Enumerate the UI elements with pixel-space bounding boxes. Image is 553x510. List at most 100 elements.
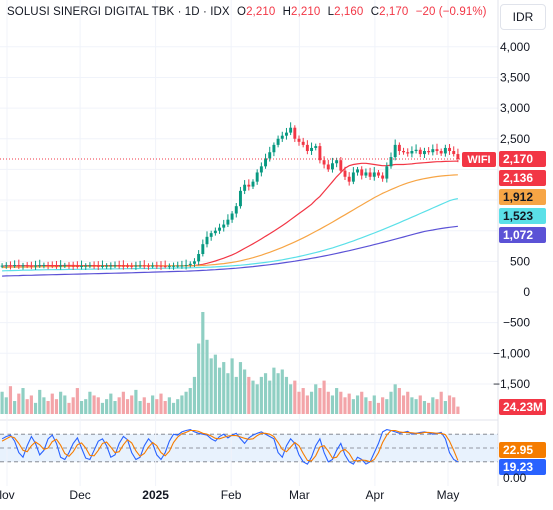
candle-body (251, 181, 255, 187)
volume-bar (4, 397, 8, 414)
volume-bar (284, 376, 289, 414)
candle-body (159, 265, 163, 267)
candle-body (280, 135, 284, 139)
volume-bar (335, 388, 339, 414)
volume-bar (217, 367, 222, 414)
candle-body (247, 184, 251, 187)
volume-bar (92, 395, 96, 414)
volume-bar (46, 401, 50, 414)
volume-bar (243, 369, 247, 414)
candle-body (163, 265, 167, 267)
volume-bar (197, 343, 201, 414)
volume-bar (226, 373, 230, 414)
candle-body (213, 230, 217, 234)
candle-body (347, 176, 351, 182)
volume-bar (167, 397, 171, 414)
time-tick-label: Apr (366, 488, 385, 502)
candle-body (201, 244, 205, 254)
stochastic-d-label: 19.23 (503, 460, 533, 474)
close-label: C (370, 6, 380, 18)
volume-bar (176, 399, 180, 414)
candle-body (176, 265, 180, 267)
candle-body (71, 265, 75, 267)
ma-line (2, 160, 458, 267)
volume-bar (88, 391, 92, 414)
candle-body (130, 265, 134, 267)
candle-body (84, 265, 88, 267)
volume-bar (381, 397, 385, 414)
candle-body (42, 265, 46, 267)
symbol-legend[interactable]: SOLUSI SINERGI DIGITAL TBK · 1D · IDX O2… (7, 6, 487, 18)
ma-value-label-bg (499, 207, 546, 224)
volume-bar (418, 395, 422, 414)
ma-line (2, 225, 458, 277)
candle-body (46, 265, 50, 267)
candle-body (146, 265, 150, 267)
high-label: H (282, 6, 292, 18)
volume-bar (251, 380, 255, 414)
volume-bar (393, 384, 397, 414)
currency-button[interactable]: IDR (500, 4, 546, 30)
volume-bar (247, 376, 251, 414)
volume-bar (205, 339, 209, 414)
volume-bar (209, 358, 213, 414)
volume-bar (259, 376, 263, 414)
candle-body (134, 265, 138, 267)
volume-bar (263, 373, 268, 414)
volume-bar (326, 391, 330, 414)
candle-body (4, 265, 8, 267)
volume-bar (213, 354, 217, 414)
candle-body (92, 265, 96, 267)
volume-bar (355, 395, 360, 414)
ma-value-label-bg (499, 226, 546, 243)
volume-bar (21, 388, 25, 414)
volume-bar (100, 402, 105, 414)
price-tick-label: 3,000 (500, 101, 530, 115)
candle-body (356, 169, 360, 173)
price-axis[interactable]: 4,000 3,500 3,000 2,500 500 0 −500 −1,000 −1,500 (493, 40, 530, 391)
volume-bar (276, 373, 280, 414)
candle-body (310, 147, 314, 152)
volume-bar (155, 399, 159, 414)
price-tick-label: 3,500 (500, 70, 530, 84)
volume-bar (180, 395, 184, 414)
candle-body (34, 265, 38, 267)
last-price-label-bg (499, 150, 546, 167)
candle-body (243, 184, 247, 191)
volume-bar (318, 388, 322, 414)
volume-bar (8, 386, 13, 414)
volume-bar (301, 388, 305, 414)
candle-body (59, 265, 63, 267)
candle-body (80, 265, 84, 267)
candle-body (188, 263, 192, 266)
candle-body (13, 265, 17, 267)
volume-bar (330, 395, 335, 414)
volume-bar (96, 397, 100, 414)
time-tick-label: lov (0, 488, 15, 502)
ticker-tag-bg (462, 152, 496, 167)
candle-body (205, 236, 209, 245)
candle-body (443, 147, 447, 154)
volume-bar (368, 401, 372, 414)
candle-body (109, 265, 113, 267)
candle-body (276, 138, 280, 145)
candle-body (121, 265, 125, 267)
ma-value-label: 1,072 (503, 228, 533, 242)
volume-bar (360, 391, 364, 414)
candle-body (126, 265, 130, 267)
candle-body (142, 265, 146, 267)
volume-bar (322, 380, 326, 414)
candle-body (418, 149, 422, 155)
candle-body (410, 151, 414, 154)
volume-bar (389, 391, 393, 414)
volume-bar (280, 369, 284, 414)
volume-bar (59, 391, 63, 414)
time-axis[interactable]: lov Dec 2025 Feb Mar Apr May (0, 488, 459, 502)
candle-body (54, 265, 58, 267)
price-tick-label: −1,000 (493, 346, 530, 360)
volume-bar (67, 402, 71, 414)
candle-body (427, 151, 431, 153)
volume-bar (63, 395, 67, 414)
close-value: 2,170 (379, 6, 409, 18)
